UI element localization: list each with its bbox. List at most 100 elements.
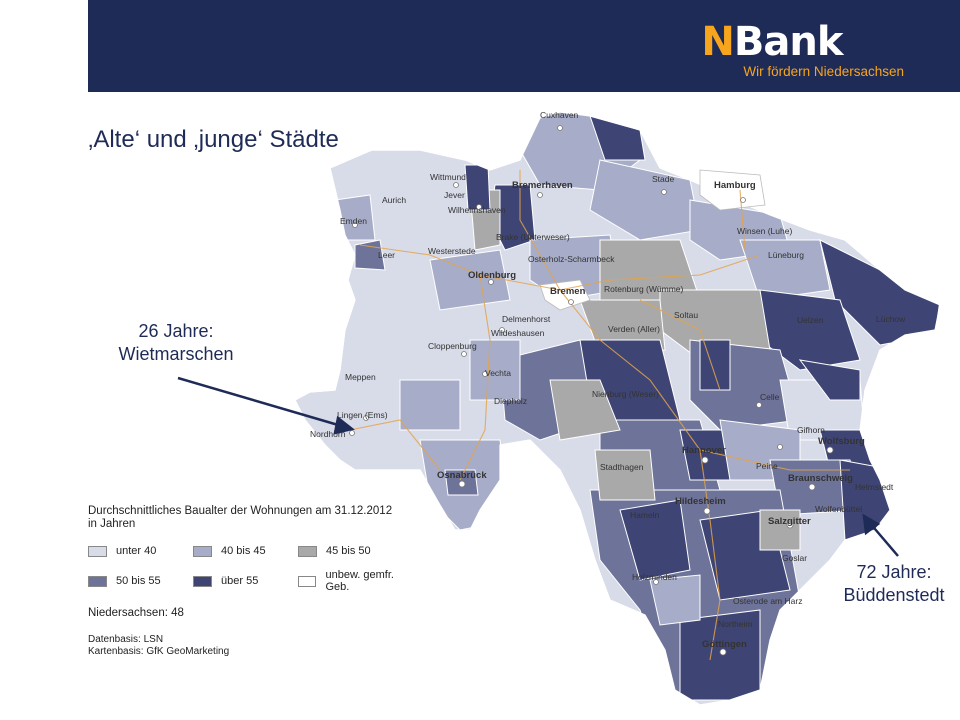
label-hannover: Hannover [682, 445, 726, 456]
label-diepholz: Diepholz [494, 396, 527, 406]
label-wolfsburg: Wolfsburg [818, 436, 865, 447]
label-goettingen: Göttingen [702, 639, 747, 650]
label-hameln: Hameln [630, 510, 660, 520]
label-jever: Jever [444, 190, 465, 200]
label-winsen: Winsen (Luhe) [737, 226, 792, 236]
source-line2: Kartenbasis: GfK GeoMarketing [88, 646, 230, 657]
label-northeim: Northeim [718, 619, 752, 629]
legend-total: Niedersachsen: 48 [88, 607, 184, 619]
label-leer: Leer [378, 250, 395, 260]
region-salzgitter [759, 509, 801, 551]
label-peine: Peine [756, 461, 778, 471]
legend-item-40-45: 40 bis 45 [193, 545, 298, 557]
legend-label: über 55 [221, 575, 259, 587]
legend-label: 45 bis 50 [326, 545, 371, 557]
label-salzgitter: Salzgitter [768, 516, 811, 527]
label-bremerhaven: Bremerhaven [512, 180, 573, 191]
region-vechta [469, 339, 521, 401]
header-bar: NBank Wir fördern Niedersachsen [88, 0, 960, 92]
region-lueneburg [739, 239, 831, 301]
legend-label: unbew. gemfr. Geb. [325, 569, 394, 593]
label-rotenburg: Rotenburg (Wümme) [604, 284, 684, 294]
label-delmenhorst: Delmenhorst [502, 314, 551, 324]
legend-label: 50 bis 55 [116, 575, 161, 587]
source-line1: Datenbasis: LSN [88, 634, 164, 645]
legend-title-line1: Durchschnittliches Baualter der Wohnunge… [88, 505, 393, 517]
region-emsland-south [399, 379, 461, 431]
city-markers [349, 125, 834, 656]
label-soltau: Soltau [674, 310, 698, 320]
label-osterode: Osterode am Harz [733, 596, 802, 606]
callout-old-city: 72 Jahre: Büddenstedt [830, 561, 958, 607]
legend-swatch [298, 545, 317, 557]
label-nordhorn: Nordhorn [310, 429, 346, 439]
label-lingen: Lingen (Ems) [337, 410, 388, 420]
region-celle-dark [699, 339, 731, 391]
label-osnabrueck: Osnabrück [437, 470, 487, 481]
region-oldenburg [429, 249, 511, 311]
label-oldenburg: Oldenburg [468, 270, 516, 281]
label-gifhorn: Gifhorn [797, 425, 825, 435]
region-wilhelmshaven [464, 164, 491, 211]
label-vechta: Vechta [485, 368, 511, 378]
legend-item-45-50: 45 bis 50 [298, 545, 418, 557]
label-helmstedt: Helmstedt [855, 482, 894, 492]
nbank-logo: NBank Wir fördern Niedersachsen [701, 22, 904, 79]
label-cuxhaven: Cuxhaven [540, 110, 579, 120]
label-luechow: Lüchow [876, 314, 906, 324]
callout-right-line1: 72 Jahre: [856, 562, 932, 582]
region-south-dark-1 [619, 499, 691, 581]
label-aurich: Aurich [382, 195, 406, 205]
data-source: Datenbasis: LSN Kartenbasis: GfK GeoMark… [88, 634, 229, 658]
region-stadthagen [594, 449, 656, 501]
callout-left-line1: 26 Jahre: [138, 321, 214, 341]
legend-swatch [193, 575, 212, 587]
label-meppen: Meppen [345, 372, 376, 382]
callout-young-city: 26 Jahre: Wietmarschen [104, 320, 248, 366]
region-bremen [539, 279, 591, 311]
label-stadthagen: Stadthagen [600, 462, 644, 472]
arrow-left-head [333, 415, 355, 435]
label-wittmund: Wittmund [430, 172, 466, 182]
legend-title-line2: in Jahren [88, 518, 136, 530]
label-osterholz: Osterholz-Scharmbeck [528, 254, 615, 264]
legend-swatch [298, 575, 317, 587]
logo-word: NBank [701, 22, 904, 62]
label-verden: Verden (Aller) [608, 324, 660, 334]
label-braunschweig: Braunschweig [788, 473, 853, 484]
arrow-left [177, 376, 346, 429]
label-wolfenbuettel: Wolfenbüttel [815, 504, 862, 514]
legend-item-ueber-55: über 55 [193, 569, 298, 593]
region-stade [589, 159, 701, 241]
label-bremen: Bremen [550, 286, 586, 297]
label-uelzen: Uelzen [797, 315, 824, 325]
map-regions [294, 111, 941, 706]
region-gifhorn-dark [798, 359, 861, 401]
legend-swatch [88, 545, 107, 557]
region-hamburg [699, 169, 766, 211]
legend-items: unter 40 40 bis 45 45 bis 50 50 bis 55 ü… [88, 545, 418, 593]
label-westerstede: Westerstede [428, 246, 476, 256]
city-labels: Cuxhaven Bremerhaven Stade Hamburg Wittm… [310, 110, 906, 650]
label-celle: Celle [760, 392, 780, 402]
legend-item-unbebaut: unbew. gemfr. Geb. [298, 569, 418, 593]
label-hildesheim: Hildesheim [675, 496, 726, 507]
legend-title: Durchschnittliches Baualter der Wohnunge… [88, 505, 418, 531]
label-lueneburg: Lüneburg [768, 250, 804, 260]
label-goslar: Goslar [782, 553, 807, 563]
legend-swatch [88, 575, 107, 587]
label-wildeshausen: Wildeshausen [491, 328, 545, 338]
region-south-mid [649, 574, 701, 626]
region-mid-grey [549, 379, 621, 441]
label-hamburg: Hamburg [714, 180, 756, 191]
label-brake: Brake (Unterweser) [496, 232, 570, 242]
label-emden: Emden [340, 216, 367, 226]
callout-arrows [177, 376, 899, 557]
arrow-right-head [862, 513, 881, 536]
callout-left-line2: Wietmarschen [118, 344, 234, 364]
label-nienburg: Nienburg (Weser) [592, 389, 659, 399]
label-cloppenburg: Cloppenburg [428, 341, 477, 351]
slide-title: ‚Alte‘ und ‚junge‘ Städte [88, 126, 339, 153]
legend-swatch [193, 545, 212, 557]
logo-letter-n: N [701, 19, 734, 65]
